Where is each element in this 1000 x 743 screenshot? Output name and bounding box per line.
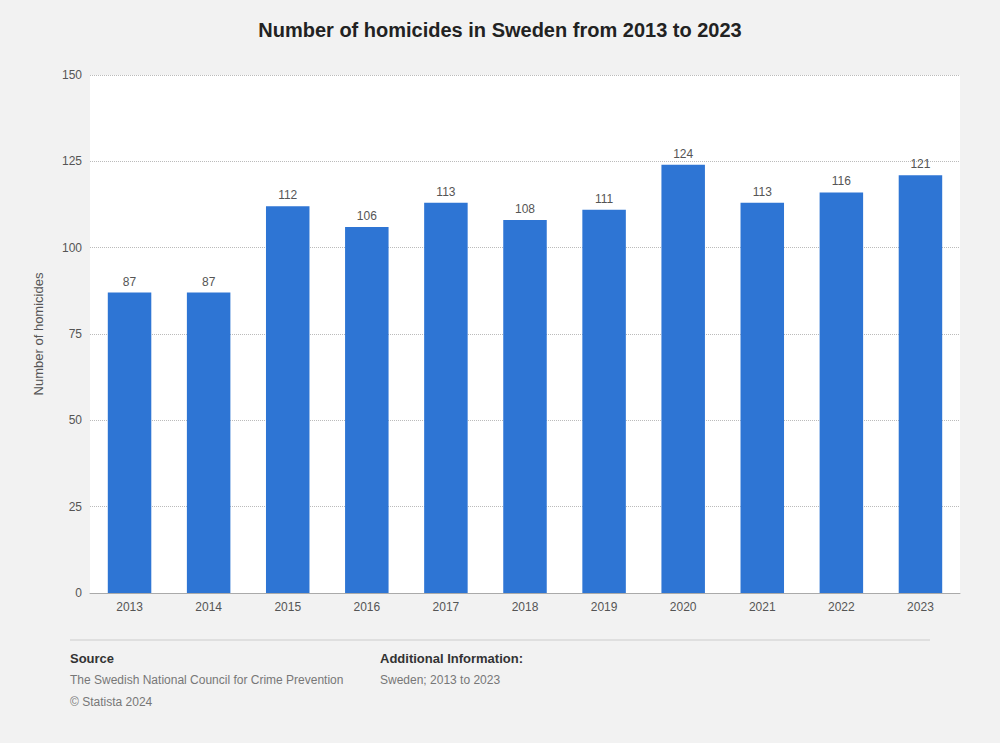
svg-text:111: 111 — [595, 192, 614, 206]
svg-text:2013: 2013 — [116, 600, 143, 614]
svg-text:Number of homicides: Number of homicides — [31, 272, 46, 395]
svg-text:0: 0 — [75, 586, 82, 600]
svg-text:© Statista 2024: © Statista 2024 — [70, 695, 153, 709]
svg-text:2016: 2016 — [353, 600, 380, 614]
svg-text:124: 124 — [673, 147, 693, 161]
svg-text:75: 75 — [69, 327, 83, 341]
svg-text:2021: 2021 — [749, 600, 776, 614]
svg-text:113: 113 — [753, 185, 772, 199]
svg-text:2015: 2015 — [274, 600, 301, 614]
svg-text:Number of homicides in Sweden: Number of homicides in Sweden from 2013 … — [258, 19, 741, 41]
svg-text:2019: 2019 — [591, 600, 618, 614]
svg-text:Source: Source — [70, 651, 114, 666]
svg-text:106: 106 — [357, 209, 377, 223]
svg-text:Sweden; 2013 to 2023: Sweden; 2013 to 2023 — [380, 673, 500, 687]
svg-text:116: 116 — [832, 174, 851, 188]
svg-text:The Swedish National Council f: The Swedish National Council for Crime P… — [70, 673, 343, 687]
svg-text:2022: 2022 — [828, 600, 855, 614]
svg-text:Additional Information:: Additional Information: — [380, 651, 523, 666]
svg-text:25: 25 — [69, 500, 83, 514]
svg-text:125: 125 — [62, 154, 82, 168]
svg-text:2018: 2018 — [512, 600, 539, 614]
svg-text:2017: 2017 — [433, 600, 460, 614]
svg-text:112: 112 — [278, 188, 297, 202]
svg-text:108: 108 — [515, 202, 535, 216]
svg-text:87: 87 — [123, 275, 137, 289]
svg-text:2023: 2023 — [907, 600, 934, 614]
svg-text:150: 150 — [62, 68, 82, 82]
svg-text:121: 121 — [910, 157, 930, 171]
svg-text:50: 50 — [69, 413, 83, 427]
svg-text:100: 100 — [62, 241, 82, 255]
svg-text:2020: 2020 — [670, 600, 697, 614]
svg-text:113: 113 — [436, 185, 455, 199]
svg-text:2014: 2014 — [195, 600, 222, 614]
svg-text:87: 87 — [202, 275, 216, 289]
